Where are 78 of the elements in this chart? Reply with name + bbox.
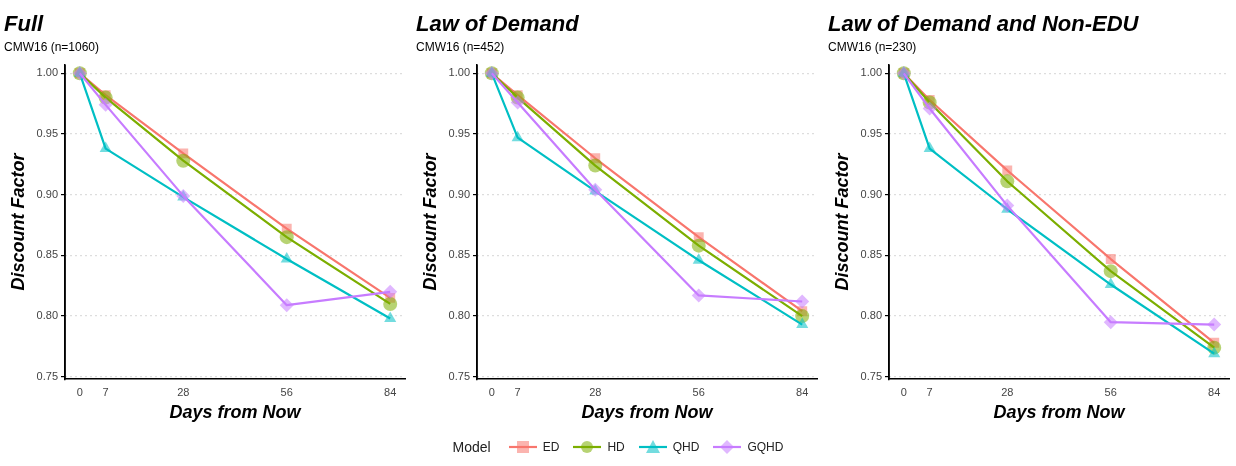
- chart-subtitle: CMW16 (n=1060): [4, 39, 100, 54]
- y-tick-label: 0.80: [36, 309, 59, 322]
- x-axis-title: Days from Now: [581, 402, 714, 423]
- point: [279, 230, 294, 245]
- point: [511, 130, 524, 142]
- x-axis-title: Days from Now: [169, 402, 302, 423]
- x-tick-label: 7: [926, 385, 933, 398]
- chart-title: Law of Demand: [416, 11, 580, 37]
- chart-title: Full: [4, 11, 44, 37]
- y-tick-label: 0.90: [448, 187, 471, 200]
- y-tick-label: 0.95: [36, 127, 59, 140]
- x-tick-label: 0: [900, 385, 907, 398]
- legend-label: GQHD: [747, 440, 784, 454]
- y-tick-label: 0.90: [860, 187, 883, 200]
- y-tick-label: 0.75: [860, 369, 883, 382]
- legend-label: ED: [542, 440, 560, 454]
- point: [922, 101, 937, 116]
- point: [1000, 198, 1015, 213]
- point: [99, 141, 112, 153]
- y-tick-label: 1.00: [36, 66, 59, 79]
- y-axis-title: Discount Factor: [7, 152, 28, 291]
- x-tick-label: 28: [1001, 385, 1014, 398]
- y-tick-label: 0.75: [36, 369, 59, 382]
- y-tick-label: 0.85: [36, 248, 59, 261]
- x-tick-label: 84: [1208, 385, 1221, 398]
- point: [280, 252, 293, 263]
- x-tick-label: 56: [280, 385, 293, 398]
- y-axis-title: Discount Factor: [831, 152, 852, 291]
- point: [1105, 254, 1116, 264]
- point: [383, 284, 398, 299]
- chart-subtitle: CMW16 (n=452): [416, 39, 505, 54]
- y-tick-label: 0.90: [36, 187, 59, 200]
- point: [1002, 165, 1013, 176]
- y-tick-label: 0.95: [448, 127, 471, 140]
- x-tick-label: 0: [488, 385, 495, 398]
- point: [510, 95, 525, 110]
- x-tick-label: 84: [796, 385, 809, 398]
- y-tick-label: 1.00: [448, 66, 471, 79]
- point: [588, 158, 603, 173]
- x-tick-label: 84: [384, 385, 397, 398]
- point: [691, 288, 706, 303]
- point: [1000, 174, 1015, 189]
- point: [279, 298, 294, 313]
- x-tick-label: 28: [177, 385, 190, 398]
- y-tick-label: 0.80: [448, 309, 471, 322]
- y-tick-label: 0.75: [448, 369, 471, 382]
- x-tick-label: 56: [1104, 385, 1117, 398]
- chart-subtitle: CMW16 (n=230): [828, 39, 917, 54]
- point: [1103, 264, 1118, 279]
- y-tick-label: 1.00: [860, 66, 883, 79]
- legend-label: QHD: [672, 440, 700, 454]
- point: [692, 253, 705, 264]
- y-tick-label: 0.85: [448, 248, 471, 261]
- point: [1207, 317, 1222, 332]
- y-axis-title: Discount Factor: [419, 152, 440, 291]
- point: [98, 97, 113, 112]
- point: [1103, 315, 1118, 330]
- y-tick-label: 0.85: [860, 248, 883, 261]
- x-tick-label: 28: [589, 385, 602, 398]
- y-tick-label: 0.95: [860, 127, 883, 140]
- point: [691, 238, 706, 253]
- point: [176, 153, 191, 168]
- point: [383, 296, 398, 311]
- point: [795, 294, 810, 309]
- chart-title: Law of Demand and Non-EDU: [828, 11, 1140, 37]
- y-tick-label: 0.80: [860, 309, 883, 322]
- point: [796, 317, 809, 329]
- x-tick-label: 7: [102, 385, 109, 398]
- x-axis-title: Days from Now: [993, 402, 1126, 423]
- legend-title: Model: [452, 439, 491, 455]
- point: [1104, 277, 1117, 289]
- point: [923, 141, 936, 153]
- x-tick-label: 56: [692, 385, 705, 398]
- point: [1208, 346, 1221, 358]
- x-tick-label: 7: [514, 385, 521, 398]
- point: [384, 311, 397, 323]
- legend-label: HD: [607, 440, 625, 454]
- x-tick-label: 0: [76, 385, 83, 398]
